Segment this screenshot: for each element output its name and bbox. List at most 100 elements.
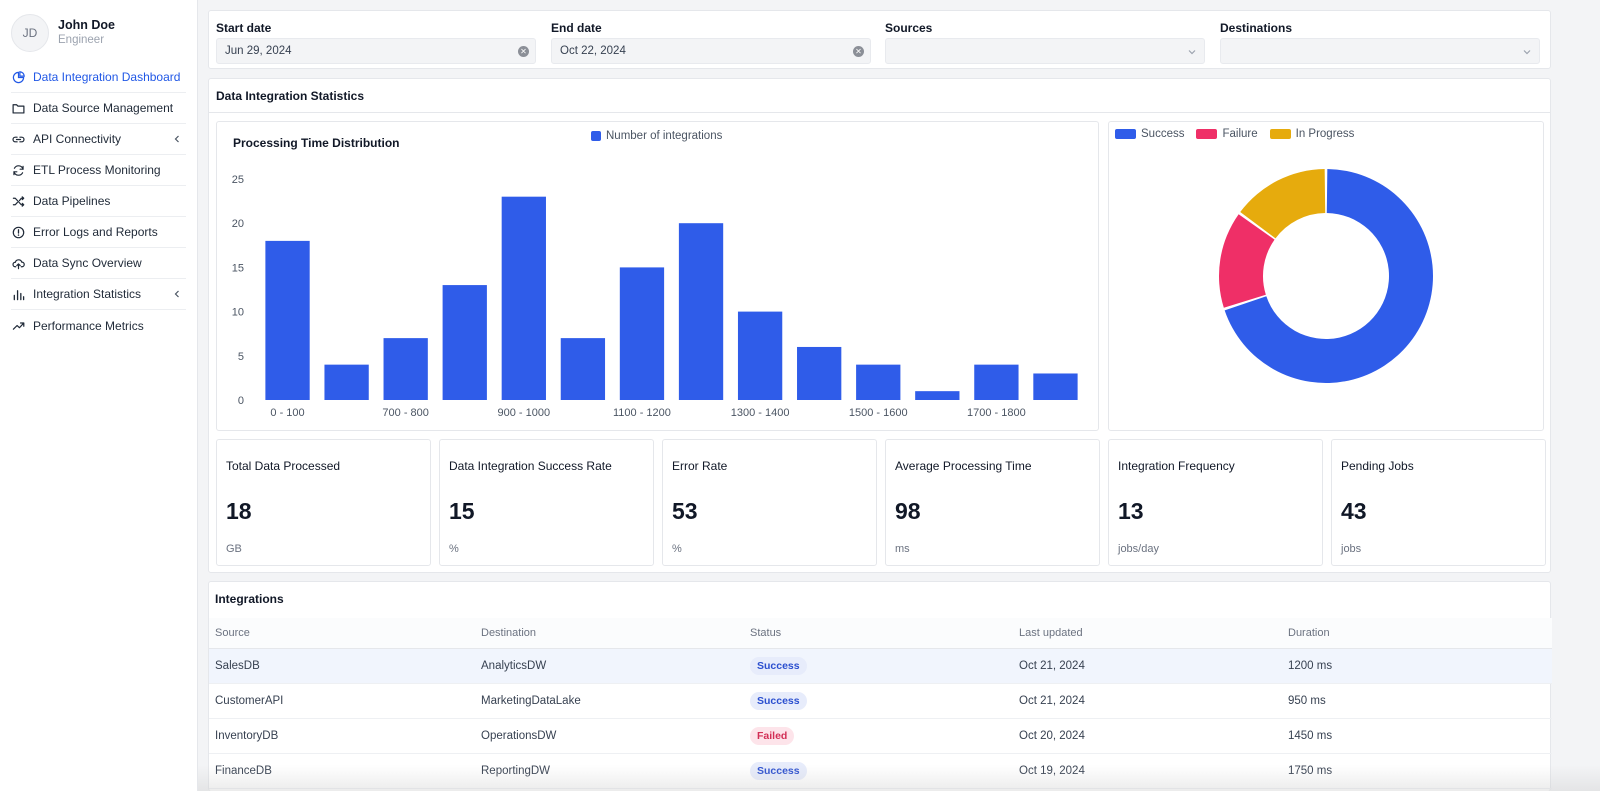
table-row[interactable]: SalesDB AnalyticsDW Success Oct 21, 2024 120…: [209, 648, 1552, 684]
end-date-value: Oct 22, 2024: [560, 45, 626, 57]
donut-chart-panel: Success Failure In Progress: [1108, 121, 1544, 431]
clear-icon[interactable]: ✕: [518, 46, 529, 57]
bar[interactable]: [324, 364, 369, 400]
x-tick-label: 1700 - 1800: [967, 407, 1026, 419]
bar[interactable]: [265, 240, 310, 400]
sidebar-item-data-pipelines[interactable]: Data Pipelines: [11, 186, 186, 217]
sidebar-item-label: Data Source Management: [33, 101, 174, 115]
kpi-value: 43: [1341, 498, 1367, 524]
x-tick-label: 1500 - 1600: [849, 407, 908, 419]
legend-item[interactable]: Number of integrations: [591, 130, 722, 142]
sidebar-nav: Data Integration Dashboard Data Source Ma…: [0, 62, 197, 341]
donut-slice[interactable]: [1224, 169, 1433, 383]
integrations-table: Source Destination Status Last updated Durat…: [209, 618, 1552, 789]
folder-icon: [11, 101, 26, 116]
sidebar-item-integration-statistics[interactable]: Integration Statistics: [11, 279, 186, 310]
legend-item[interactable]: Success: [1115, 128, 1184, 140]
kpi-unit: %: [449, 543, 459, 555]
link-icon: [11, 132, 26, 147]
integrations-card: Integrations Source Destination Status Last…: [208, 581, 1552, 791]
legend-swatch: [1196, 129, 1218, 139]
sidebar-item-performance-metrics[interactable]: Performance Metrics: [11, 310, 186, 341]
sources-label: Sources: [885, 21, 933, 35]
table-row[interactable]: CustomerAPI MarketingDataLake Success Oct 2…: [209, 683, 1552, 719]
status-cell: Success: [744, 683, 1013, 719]
sidebar-item-label: Error Logs and Reports: [33, 225, 158, 239]
destination-cell: AnalyticsDW: [475, 648, 744, 684]
chevron-left-icon[interactable]: [172, 133, 182, 145]
alert-circle-icon: [11, 225, 26, 240]
bar[interactable]: [974, 364, 1019, 400]
user-role: Engineer: [58, 34, 105, 46]
bar[interactable]: [1033, 373, 1078, 400]
user-info: John Doe Engineer: [58, 17, 115, 48]
sidebar-item-label: API Connectivity: [33, 132, 122, 146]
bar-chart: 0 5 10 15 20 25 0 - 100 700 - 800 900 - 1000 1100…: [232, 174, 1078, 419]
kpi-title: Average Processing Time: [895, 459, 1032, 473]
clear-icon[interactable]: ✕: [853, 46, 864, 57]
column-header[interactable]: Source: [209, 618, 475, 649]
sidebar-item-error-logs-and-reports[interactable]: Error Logs and Reports: [11, 217, 186, 248]
sidebar-item-data-sync-overview[interactable]: Data Sync Overview: [11, 248, 186, 279]
bar[interactable]: [737, 311, 783, 400]
bar[interactable]: [619, 267, 665, 400]
end-date-input[interactable]: Oct 22, 2024 ✕: [551, 38, 871, 64]
kpi-title: Total Data Processed: [226, 459, 341, 473]
legend-item[interactable]: In Progress: [1269, 128, 1354, 140]
divider: [209, 112, 1550, 113]
column-header[interactable]: Destination: [475, 618, 744, 649]
start-date-label: Start date: [216, 21, 272, 35]
donut-slice[interactable]: [1219, 214, 1275, 308]
kpi-value: 18: [226, 498, 252, 524]
sources-select[interactable]: [885, 38, 1205, 64]
chevron-left-icon[interactable]: [172, 288, 182, 300]
bar[interactable]: [797, 346, 842, 400]
filter-bar: Start date Jun 29, 2024 ✕ End date Oct 2…: [208, 10, 1551, 69]
kpi-title: Error Rate: [672, 459, 728, 473]
table-row[interactable]: InventoryDB OperationsDW Failed Oct 20, 202…: [209, 718, 1552, 754]
sidebar-item-data-integration-dashboard[interactable]: Data Integration Dashboard: [11, 62, 186, 93]
status-badge: Success: [750, 656, 807, 675]
bar-chart-panel: Processing Time Distribution Number of i…: [216, 121, 1099, 431]
table-row[interactable]: FinanceDB ReportingDW Success Oct 19, 2024 1…: [209, 753, 1552, 789]
statistics-title: Data Integration Statistics: [216, 89, 365, 103]
donut-slice[interactable]: [1240, 169, 1326, 239]
sidebar: JD John Doe Engineer Data Integration Da…: [0, 0, 198, 791]
last-updated-cell: Oct 21, 2024: [1013, 648, 1282, 684]
kpi-unit: jobs: [1341, 543, 1362, 555]
bar[interactable]: [501, 196, 546, 400]
bar[interactable]: [856, 364, 901, 400]
bar[interactable]: [442, 285, 487, 400]
destinations-select[interactable]: [1220, 38, 1540, 64]
main-content: Start date Jun 29, 2024 ✕ End date Oct 2…: [198, 0, 1600, 791]
kpi-value: 15: [449, 498, 475, 524]
y-tick-label: 15: [232, 262, 244, 274]
start-date-input[interactable]: Jun 29, 2024 ✕: [216, 38, 536, 64]
destinations-label: Destinations: [1220, 21, 1293, 35]
sidebar-item-data-source-management[interactable]: Data Source Management: [11, 93, 186, 124]
bar[interactable]: [383, 338, 428, 400]
bar[interactable]: [560, 338, 606, 400]
y-tick-label: 10: [232, 307, 244, 319]
column-header[interactable]: Duration: [1282, 618, 1552, 649]
sidebar-item-etl-process-monitoring[interactable]: ETL Process Monitoring: [11, 155, 186, 186]
column-header[interactable]: Last updated: [1013, 618, 1282, 649]
legend-swatch: [591, 131, 601, 141]
kpi-unit: jobs/day: [1118, 543, 1159, 555]
legend-item[interactable]: Failure: [1196, 128, 1258, 140]
bar[interactable]: [915, 391, 960, 400]
source-cell: SalesDB: [209, 648, 475, 684]
source-cell: InventoryDB: [209, 718, 475, 754]
legend-label: Success: [1141, 128, 1185, 140]
user-profile[interactable]: JD John Doe Engineer: [0, 0, 197, 62]
last-updated-cell: Oct 19, 2024: [1013, 753, 1282, 789]
avatar[interactable]: JD: [11, 13, 49, 52]
column-header[interactable]: Status: [744, 618, 1013, 649]
chevron-down-icon: [1188, 50, 1196, 55]
sidebar-item-api-connectivity[interactable]: API Connectivity: [11, 124, 186, 155]
bar[interactable]: [678, 223, 724, 400]
destination-cell: MarketingDataLake: [475, 683, 744, 719]
duration-cell: 1750 ms: [1282, 753, 1552, 789]
last-updated-cell: Oct 20, 2024: [1013, 718, 1282, 754]
kpi-card: Data Integration Success Rate 15%: [439, 439, 654, 566]
